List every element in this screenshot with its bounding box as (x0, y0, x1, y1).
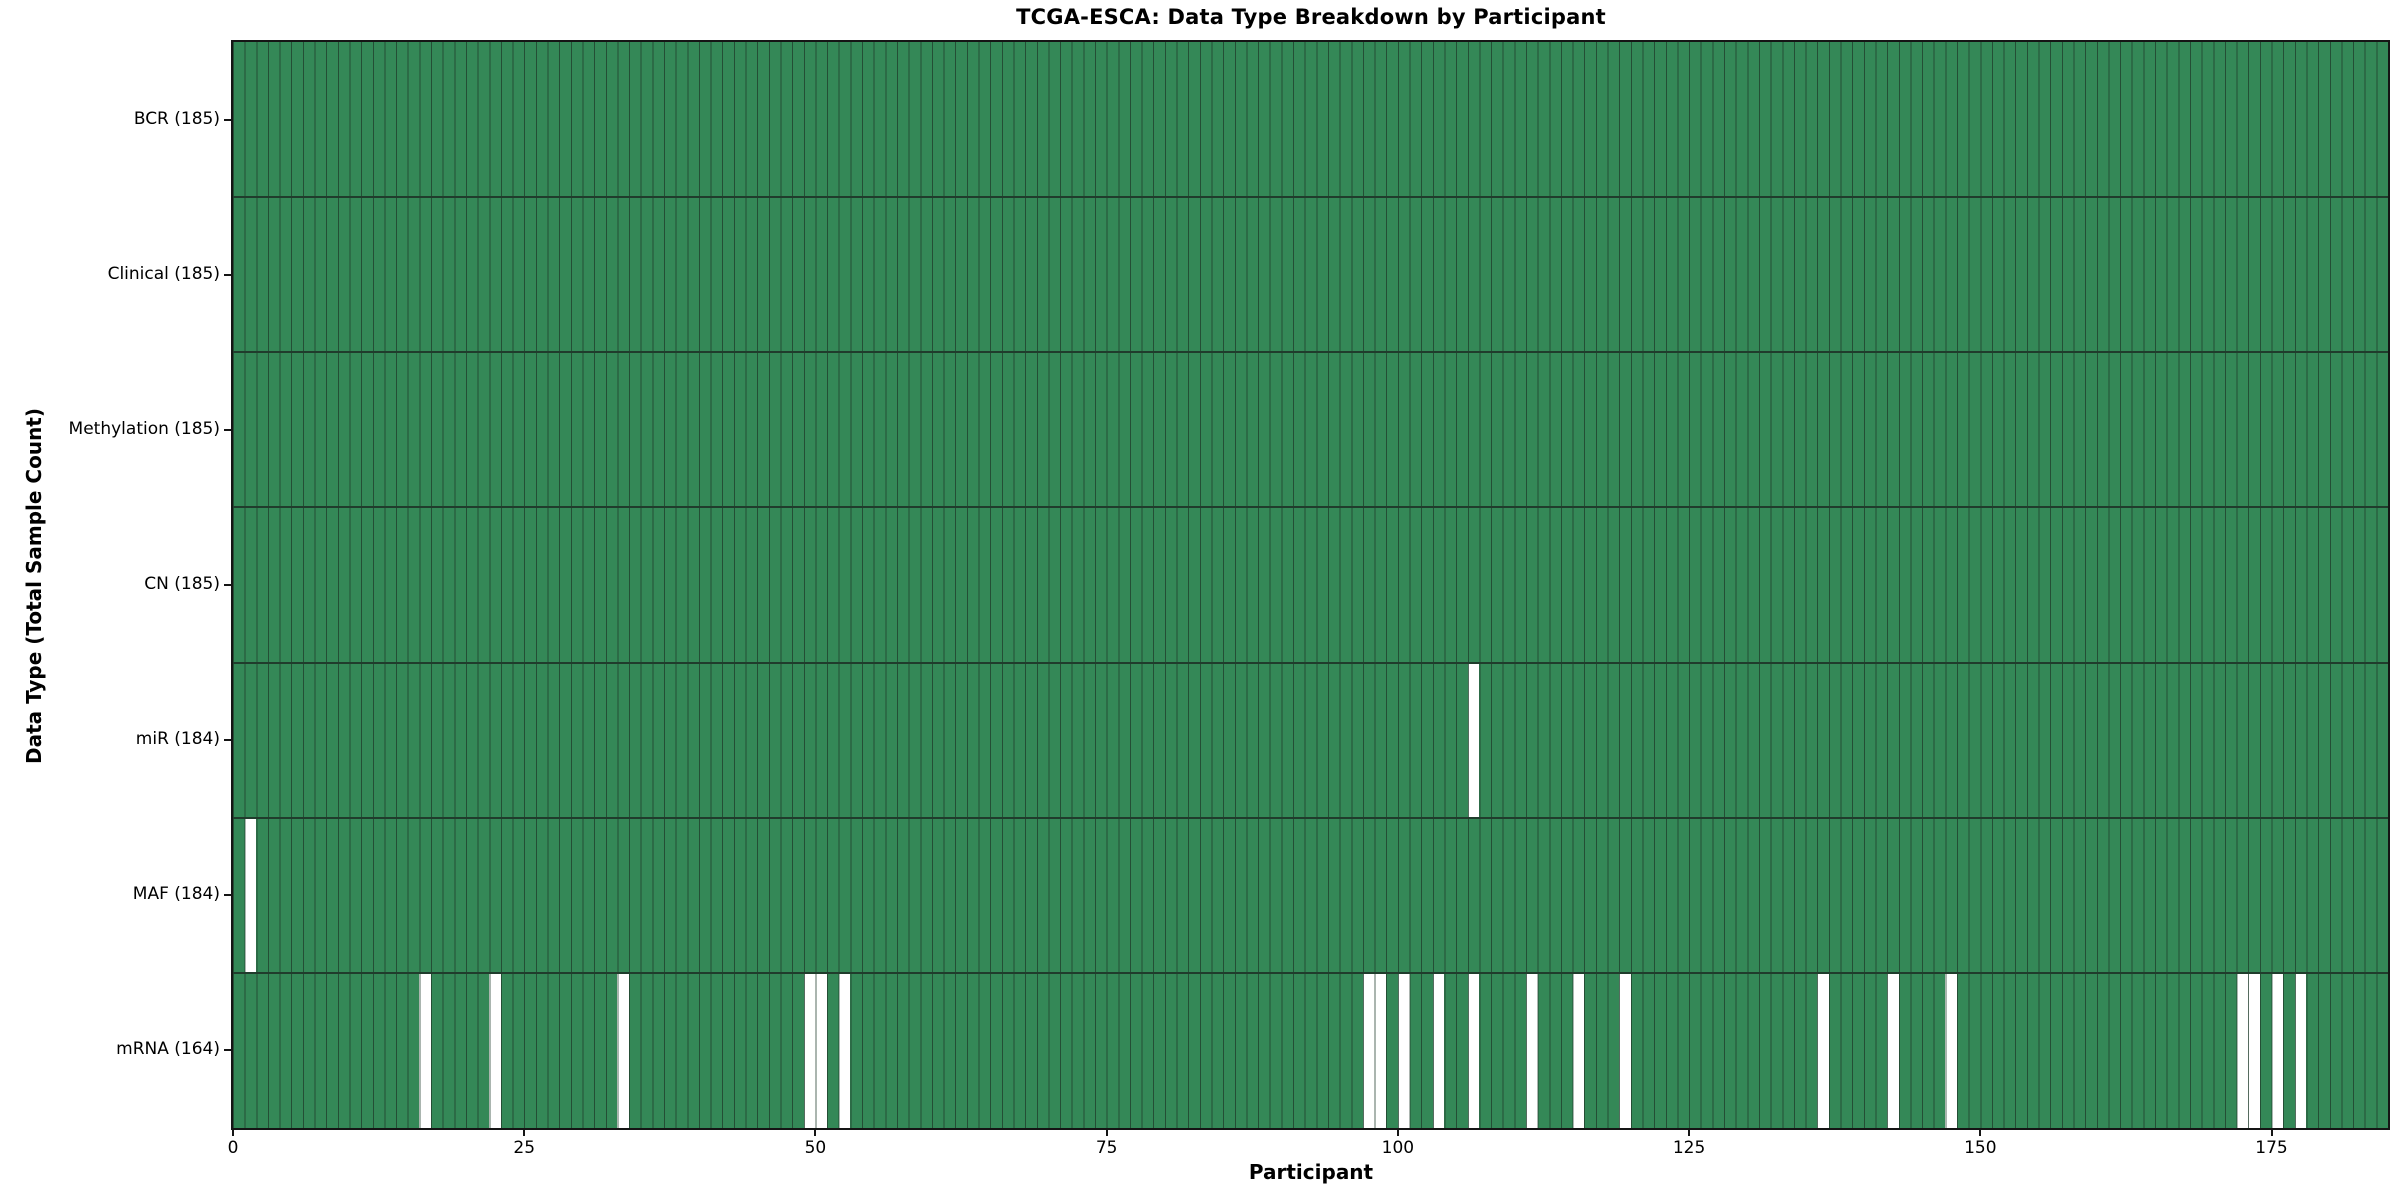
y-tick-label-MAF: MAF (184) (132, 884, 220, 905)
absent-cell-mRNA-16 (419, 972, 432, 1128)
absent-cell-mRNA-33 (617, 972, 630, 1128)
y-tick-label-CN: CN (185) (144, 574, 220, 594)
x-tick-mark (232, 1128, 234, 1136)
x-tick-label-150: 150 (1964, 1138, 1997, 1158)
x-tick-mark (1979, 1128, 1982, 1136)
y-tick-label-Clinical: Clinical (185) (107, 263, 220, 284)
absent-cell-MAF-1 (244, 817, 257, 973)
heatmap-row-Methylation (233, 352, 2388, 508)
y-tick-mark (224, 584, 233, 586)
chart-title: TCGA-ESCA: Data Type Breakdown by Partic… (1016, 5, 1606, 29)
x-tick-label-25: 25 (513, 1138, 536, 1158)
x-tick-mark (1105, 1128, 1108, 1136)
x-tick-label-0: 0 (227, 1138, 239, 1158)
absent-cell-mRNA-177 (2294, 972, 2307, 1128)
plot-area: Present Absent (231, 40, 2390, 1130)
x-tick-label-175: 175 (2255, 1138, 2288, 1158)
absent-cell-mRNA-173 (2248, 972, 2260, 1128)
absent-cell-mRNA-52 (838, 972, 851, 1128)
absent-cell-mRNA-22 (489, 972, 501, 1128)
y-tick-mark (224, 894, 233, 897)
absent-cell-mRNA-172 (2236, 972, 2249, 1128)
absent-cell-mRNA-50 (815, 972, 828, 1128)
y-tick-mark (224, 1049, 233, 1052)
absent-cell-mRNA-103 (1432, 972, 1445, 1128)
y-tick-label-BCR: BCR (185) (133, 108, 220, 129)
x-tick-mark (2270, 1128, 2273, 1136)
y-tick-mark (224, 118, 233, 121)
absent-cell-mRNA-111 (1526, 972, 1538, 1128)
x-tick-mark (1688, 1128, 1691, 1136)
y-tick-mark (224, 273, 233, 276)
y-tick-label-Methylation: Methylation (185) (68, 418, 220, 439)
y-tick-mark (224, 739, 233, 742)
heatmap-row-Clinical (233, 197, 2388, 353)
absent-cell-miR-106 (1467, 662, 1480, 818)
y-axis-label: Data Type (Total Sample Count) (22, 407, 46, 765)
x-axis-label: Participant (1248, 1160, 1374, 1184)
absent-cell-mRNA-142 (1887, 972, 1899, 1128)
x-tick-label-50: 50 (804, 1138, 827, 1158)
absent-cell-mRNA-147 (1945, 972, 1957, 1128)
absent-cell-mRNA-119 (1619, 972, 1631, 1128)
x-tick-label-125: 125 (1672, 1138, 1706, 1158)
heatmap-row-BCR (233, 42, 2388, 198)
y-tick-mark (224, 428, 233, 431)
heatmap-row-miR (233, 662, 2388, 818)
x-tick-label-100: 100 (1381, 1138, 1415, 1158)
absent-cell-mRNA-115 (1572, 972, 1585, 1128)
absent-cell-mRNA-49 (803, 972, 816, 1128)
heatmap-row-mRNA (233, 972, 2388, 1128)
x-tick-mark (1396, 1128, 1399, 1136)
x-tick-mark (814, 1128, 817, 1136)
absent-cell-mRNA-106 (1467, 972, 1480, 1128)
x-tick-label-75: 75 (1095, 1138, 1118, 1158)
absent-cell-mRNA-98 (1374, 972, 1387, 1128)
absent-cell-mRNA-97 (1362, 972, 1375, 1128)
heatmap-row-CN (233, 507, 2388, 663)
absent-cell-mRNA-100 (1397, 972, 1410, 1128)
y-tick-label-mRNA: mRNA (164) (116, 1039, 220, 1060)
y-tick-label-miR: miR (184) (135, 729, 220, 750)
absent-cell-mRNA-136 (1817, 972, 1829, 1128)
absent-cell-mRNA-175 (2271, 972, 2284, 1128)
x-tick-mark (523, 1128, 526, 1136)
heatmap-row-MAF (233, 817, 2388, 973)
